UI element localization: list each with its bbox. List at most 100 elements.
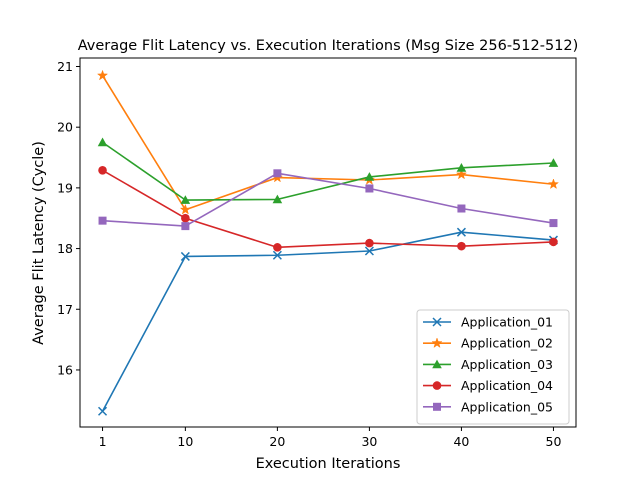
x-tick-label: 20 [269,434,285,449]
marker-stroke [272,250,282,260]
marker-shape [181,222,190,231]
x-tick-label: 10 [177,434,193,449]
data-point [96,69,109,81]
x-tick-label: 1 [99,434,107,449]
data-point [179,203,192,215]
legend-marker [431,337,443,349]
legend-marker [432,359,442,369]
data-point [181,213,190,223]
series-line [102,172,554,227]
data-point [180,251,190,261]
series-4 [98,165,558,252]
marker-shape [96,69,109,81]
data-point [273,169,282,178]
marker-shape [549,219,558,228]
data-point [180,195,191,204]
marker-shape [98,216,107,225]
y-tick-label: 18 [57,241,73,256]
series-5 [98,169,558,231]
marker-stroke [432,317,442,327]
series-3 [97,137,559,204]
y-tick-label: 19 [57,180,73,195]
x-axis-label: Execution Iterations [256,456,401,472]
legend-entry: Application_05 [423,399,553,414]
marker-shape [432,381,442,390]
series-line [102,141,554,201]
series-line [101,231,554,412]
legend-label: Application_04 [461,378,553,393]
data-point [273,243,282,252]
marker-shape [548,158,559,167]
data-point [365,184,374,193]
marker-shape [365,238,374,248]
marker-shape [455,168,468,180]
marker-stroke [180,251,190,261]
legend-label: Application_02 [461,336,553,351]
y-tick-label: 20 [57,120,73,135]
marker-shape [180,195,191,204]
y-tick-label: 21 [57,59,73,74]
legend-marker [433,402,441,411]
axes-frame [79,57,577,428]
data-point [549,237,558,247]
data-point [98,216,107,225]
marker-shape [433,402,441,411]
marker-shape [432,359,442,369]
legend-entry: Application_02 [423,336,553,351]
marker-shape [273,243,282,252]
legend-label: Application_05 [461,399,553,414]
legend-marker [432,317,442,327]
legend: Application_01 Application_02 Application_… [416,309,570,425]
marker-shape [98,165,107,175]
data-point [97,137,108,147]
marker-shape [273,169,282,178]
legend-marker [432,381,442,390]
marker-shape [457,241,466,251]
legend-label: Application_01 [461,315,553,330]
y-tick-label: 17 [57,302,73,317]
data-point [272,194,283,204]
y-tick-label: 16 [57,362,73,377]
legend-label: Application_03 [461,357,553,372]
data-point [456,227,466,237]
marker-shape [179,203,192,215]
marker-shape [365,184,374,193]
y-axis-label: Average Flit Latency (Cycle) [31,141,47,345]
data-point [98,406,108,416]
series-line [102,169,554,249]
data-point [548,158,559,167]
legend-entry: Application_04 [423,378,553,393]
data-point [457,204,466,213]
marker-shape [431,337,443,349]
data-point [365,238,374,248]
marker-stroke [364,246,374,256]
marker-stroke [456,227,466,237]
chart-title: Average Flit Latency vs. Execution Itera… [78,38,579,54]
data-point [181,222,190,231]
x-tick-label: 30 [361,434,377,449]
data-point [456,163,467,172]
marker-shape [181,213,190,223]
marker-shape [456,163,467,172]
legend-entry: Application_01 [423,315,553,330]
legend-entry: Application_03 [423,357,553,372]
data-point [457,241,466,251]
marker-shape [549,237,558,247]
data-point [272,250,282,260]
data-point [547,178,560,190]
x-tick-label: 50 [546,434,562,449]
data-point [455,168,468,180]
plot-area: 1 10 20 30 40 50 16 17 18 19 20 21 [57,57,577,449]
x-tick-label: 40 [453,434,469,449]
marker-shape [97,137,108,147]
marker-shape [364,172,375,181]
data-point [364,172,375,181]
marker-stroke [98,406,108,416]
data-point [98,165,107,175]
marker-shape [457,204,466,213]
marker-shape [272,194,283,204]
data-point [364,246,374,256]
series-line [101,75,554,211]
